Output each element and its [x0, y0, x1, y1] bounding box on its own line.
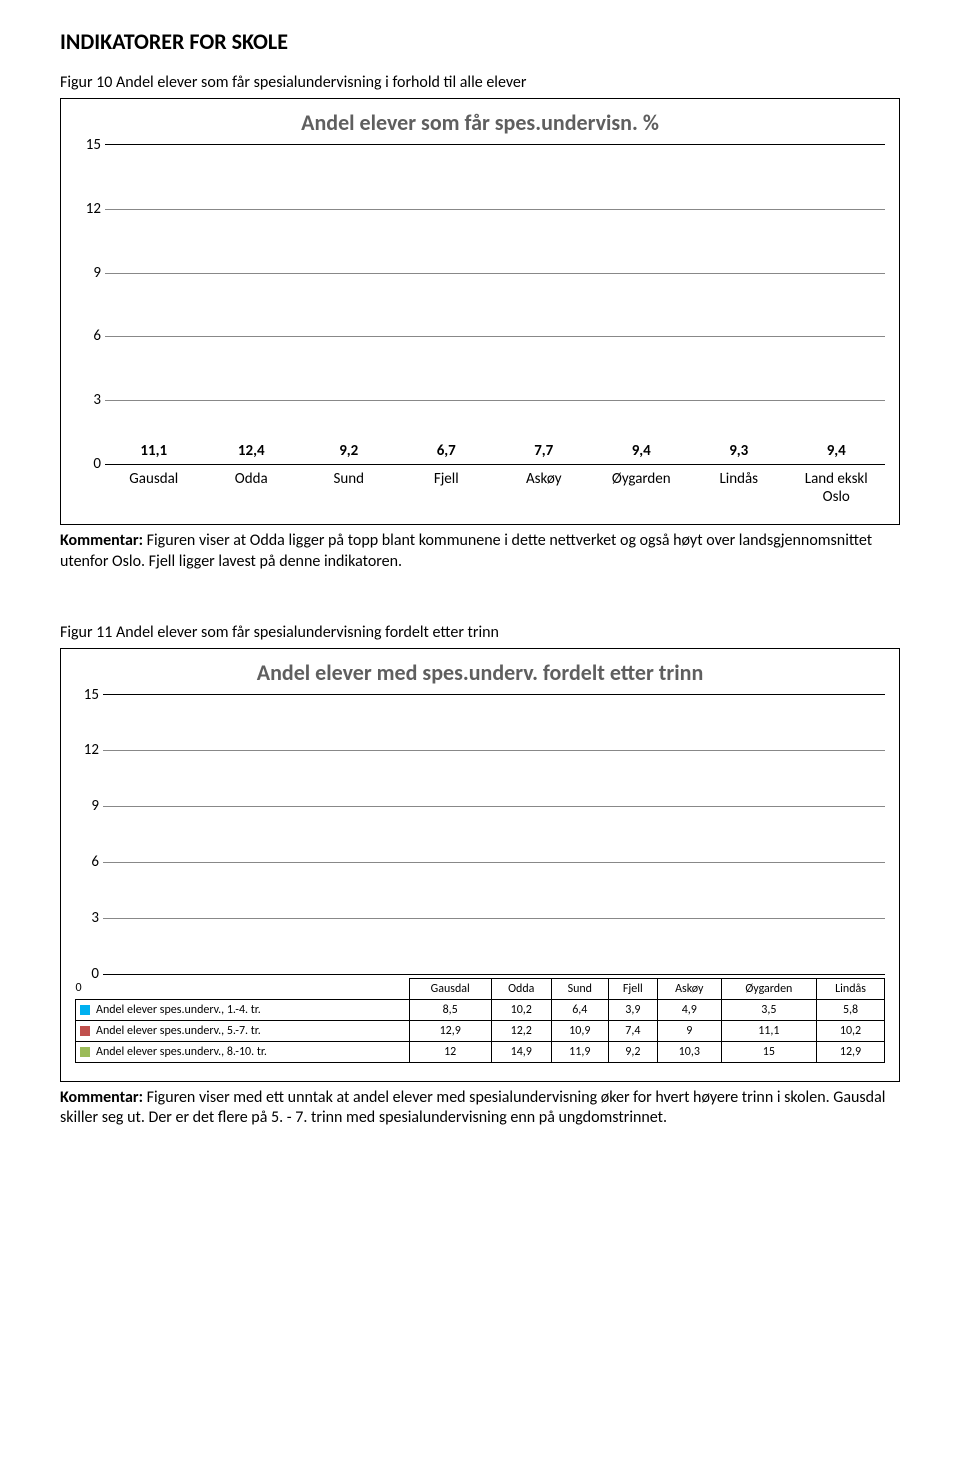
table-cell: 12,2 — [491, 1020, 551, 1041]
table-cell: 3,5 — [721, 999, 816, 1020]
table-cell: 11,9 — [551, 1041, 608, 1062]
y-tick-label: 3 — [73, 909, 99, 927]
x-tick-label: Askøy — [495, 470, 593, 506]
x-tick-label: Odda — [203, 470, 301, 506]
table-row: Andel elever spes.underv., 8.-10. tr.121… — [76, 1041, 885, 1062]
table-col-header: Lindås — [817, 978, 885, 999]
table-cell: 15 — [721, 1041, 816, 1062]
y-tick-label: 12 — [75, 200, 101, 218]
table-cell: 14,9 — [491, 1041, 551, 1062]
bar: 9,2 — [300, 442, 398, 464]
gridline — [103, 918, 885, 919]
table-col-header: Odda — [491, 978, 551, 999]
x-tick-label: Fjell — [398, 470, 496, 506]
gridline — [105, 273, 885, 274]
comment-label: Kommentar: — [60, 1088, 143, 1107]
table-cell: 7,4 — [608, 1020, 657, 1041]
table-cell: 11,1 — [721, 1020, 816, 1041]
table-col-header: Askøy — [657, 978, 721, 999]
gridline — [105, 336, 885, 337]
table-col-header: Sund — [551, 978, 608, 999]
table-cell: 9 — [657, 1020, 721, 1041]
comment-text: Figuren viser med ett unntak at andel el… — [60, 1088, 885, 1128]
bar-value-label: 6,7 — [437, 442, 456, 460]
bar-value-label: 9,4 — [827, 442, 846, 460]
x-tick-label: Land eksklOslo — [788, 470, 886, 506]
figure11-comment: Kommentar: Figuren viser med ett unntak … — [60, 1088, 900, 1130]
series-swatch — [80, 1005, 90, 1015]
x-tick-label: Gausdal — [105, 470, 203, 506]
page-title: INDIKATORER FOR SKOLE — [60, 28, 900, 55]
bar: 9,4 — [788, 442, 886, 464]
table-row: Andel elever spes.underv., 5.-7. tr.12,9… — [76, 1020, 885, 1041]
row-header: Andel elever spes.underv., 5.-7. tr. — [76, 1020, 410, 1041]
y-tick-label: 6 — [73, 853, 99, 871]
bar: 11,1 — [105, 442, 203, 464]
comment-text: Figuren viser at Odda ligger på topp bla… — [60, 531, 872, 571]
table-cell: 12,9 — [409, 1020, 491, 1041]
y-tick-label: 6 — [75, 327, 101, 345]
bar: 12,4 — [203, 442, 301, 464]
table-col-header: Øygarden — [721, 978, 816, 999]
series-swatch — [80, 1026, 90, 1036]
figure10-title: Andel elever som får spes.undervisn. % — [75, 109, 885, 136]
gridline — [103, 806, 885, 807]
table-cell: 4,9 — [657, 999, 721, 1020]
table-cell: 3,9 — [608, 999, 657, 1020]
figure11-caption: Figur 11 Andel elever som får spesialund… — [60, 623, 900, 642]
gridline — [103, 750, 885, 751]
figure10-chart: Andel elever som får spes.undervisn. % 1… — [60, 98, 900, 525]
bar: 7,7 — [495, 442, 593, 464]
bar-value-label: 9,2 — [339, 442, 358, 460]
table-cell: 5,8 — [817, 999, 885, 1020]
y-tick-label: 0 — [73, 965, 99, 983]
table-cell: 9,2 — [608, 1041, 657, 1062]
figure11-chart: Andel elever med spes.underv. fordelt et… — [60, 648, 900, 1082]
table-cell: 10,2 — [491, 999, 551, 1020]
bar-value-label: 7,7 — [534, 442, 553, 460]
gridline — [105, 400, 885, 401]
x-tick-label: Sund — [300, 470, 398, 506]
figure10-caption: Figur 10 Andel elever som får spesialund… — [60, 73, 900, 92]
bar: 9,3 — [690, 442, 788, 464]
y-tick-label: 9 — [73, 797, 99, 815]
y-tick-label: 12 — [73, 741, 99, 759]
y-tick-label: 0 — [75, 455, 101, 473]
bar-value-label: 9,4 — [632, 442, 651, 460]
y-tick-label: 15 — [73, 686, 99, 704]
y-tick-label: 9 — [75, 264, 101, 282]
table-cell: 12,9 — [817, 1041, 885, 1062]
table-cell: 10,2 — [817, 1020, 885, 1041]
series-swatch — [80, 1047, 90, 1057]
x-tick-label: Lindås — [690, 470, 788, 506]
gridline — [103, 974, 885, 975]
x-tick-label: Øygarden — [593, 470, 691, 506]
zero-label: 0 — [76, 978, 410, 999]
gridline — [103, 862, 885, 863]
table-cell: 8,5 — [409, 999, 491, 1020]
row-header: Andel elever spes.underv., 8.-10. tr. — [76, 1041, 410, 1062]
figure11-data-table: 0GausdalOddaSundFjellAskøyØygardenLindås… — [75, 978, 885, 1063]
table-cell: 12 — [409, 1041, 491, 1062]
figure11-title: Andel elever med spes.underv. fordelt et… — [75, 659, 885, 686]
gridline — [105, 464, 885, 465]
bar-value-label: 11,1 — [140, 442, 167, 460]
bar-value-label: 9,3 — [729, 442, 748, 460]
comment-label: Kommentar: — [60, 531, 143, 550]
y-tick-label: 15 — [75, 136, 101, 154]
bar: 9,4 — [593, 442, 691, 464]
table-col-header: Gausdal — [409, 978, 491, 999]
table-cell: 10,9 — [551, 1020, 608, 1041]
bar-value-label: 12,4 — [238, 442, 265, 460]
row-header: Andel elever spes.underv., 1.-4. tr. — [76, 999, 410, 1020]
table-cell: 10,3 — [657, 1041, 721, 1062]
table-row: Andel elever spes.underv., 1.-4. tr.8,51… — [76, 999, 885, 1020]
gridline — [105, 209, 885, 210]
figure10-comment: Kommentar: Figuren viser at Odda ligger … — [60, 531, 900, 573]
bar: 6,7 — [398, 442, 496, 464]
table-col-header: Fjell — [608, 978, 657, 999]
y-tick-label: 3 — [75, 391, 101, 409]
table-cell: 6,4 — [551, 999, 608, 1020]
